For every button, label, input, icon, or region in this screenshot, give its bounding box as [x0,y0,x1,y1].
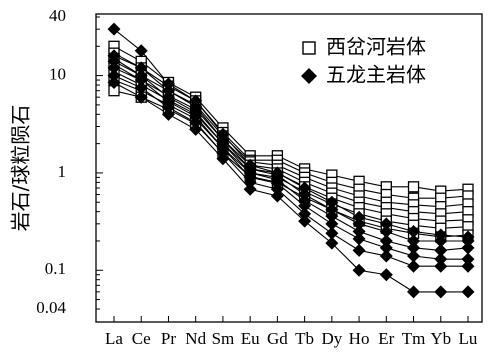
filled-diamond-marker [161,84,175,98]
filled-diamond-marker [134,44,148,58]
x-tick-label: Ce [132,329,151,348]
filled-diamond-marker [298,199,312,213]
filled-diamond-marker [134,61,148,75]
filled-diamond-marker [298,207,312,221]
x-tick-label: Tm [402,329,426,348]
filled-diamond-marker [407,225,421,239]
filled-diamond-marker [352,225,366,239]
filled-diamond-marker [434,259,448,273]
filled-diamond-marker [352,217,366,231]
filled-diamond-marker [434,285,448,299]
x-tick-label: Tb [295,329,314,348]
filled-diamond-marker [161,77,175,91]
filled-diamond-marker [407,259,421,273]
filled-diamond-marker [134,73,148,87]
filled-diamond-marker [379,234,393,248]
filled-diamond-marker [298,181,312,195]
filled-diamond-marker [161,101,175,115]
filled-diamond-marker [270,189,284,203]
y-tick-label: 0.1 [45,259,66,278]
x-tick-label: Er [378,329,394,348]
filled-diamond-marker [243,175,257,189]
filled-diamond-marker [461,285,475,299]
filled-diamond-marker [107,54,121,68]
filled-diamond-marker [298,214,312,228]
filled-diamond-marker [107,61,121,75]
x-tick-label: Pr [161,329,176,348]
filled-diamond-marker [134,81,148,95]
filled-diamond-marker [379,217,393,231]
filled-diamond-marker [243,182,257,196]
filled-diamond-marker [325,217,339,231]
filled-diamond-marker [407,249,421,263]
filled-diamond-marker [107,69,121,83]
filled-diamond-marker [325,203,339,217]
legend-label: 五龙主岩体 [326,63,426,87]
filled-diamond-marker [325,236,339,250]
y-tick-label: 0.04 [36,298,66,317]
filled-diamond-marker [352,263,366,277]
x-tick-label: Ho [349,329,370,348]
filled-diamond-marker [461,241,475,255]
filled-diamond-marker [379,241,393,255]
x-tick-label: Lu [459,329,478,348]
x-tick-label: Yb [430,329,451,348]
filled-diamond-marker [216,152,230,166]
filled-diamond-marker [461,234,475,248]
legend-label: 西岔河岩体 [326,35,426,59]
filled-diamond-marker [379,268,393,282]
x-tick-label: Gd [267,329,288,348]
filled-diamond-marker [379,249,393,263]
filled-diamond-marker [161,107,175,121]
x-tick-label: Eu [241,329,260,348]
filled-diamond-marker [325,226,339,240]
filled-diamond-marker [352,232,366,246]
filled-diamond-marker [434,234,448,248]
y-tick-label: 40 [49,6,66,25]
filled-diamond-marker [407,234,421,248]
filled-diamond-marker [434,243,448,257]
filled-diamond-marker [407,285,421,299]
x-tick-label: Nd [185,329,206,348]
filled-diamond-marker [407,241,421,255]
series-line [113,82,468,293]
y-tick-label: 1 [58,162,67,181]
filled-diamond-marker [352,210,366,224]
filled-diamond-marker [270,182,284,196]
open-square-marker [407,181,420,193]
filled-diamond-marker [189,122,203,136]
filled-diamond-marker [352,243,366,257]
filled-diamond-marker [434,252,448,266]
legend-diamond-icon [301,68,317,84]
filled-diamond-marker [325,209,339,223]
filled-diamond-marker [134,90,148,104]
filled-diamond-marker [461,252,475,266]
filled-diamond-marker [325,195,339,209]
plot-frame [95,13,483,323]
y-tick-label: 10 [49,65,66,84]
filled-diamond-marker [189,115,203,129]
y-axis-label: 岩石/球粒陨石 [9,105,33,232]
filled-diamond-marker [379,225,393,239]
x-tick-label: La [105,329,123,348]
filled-diamond-marker [461,259,475,273]
filled-diamond-marker [107,22,121,36]
x-tick-label: Dy [321,329,342,348]
filled-diamond-marker [107,75,121,89]
legend-square-icon [302,41,316,55]
x-tick-label: Sm [212,329,235,348]
